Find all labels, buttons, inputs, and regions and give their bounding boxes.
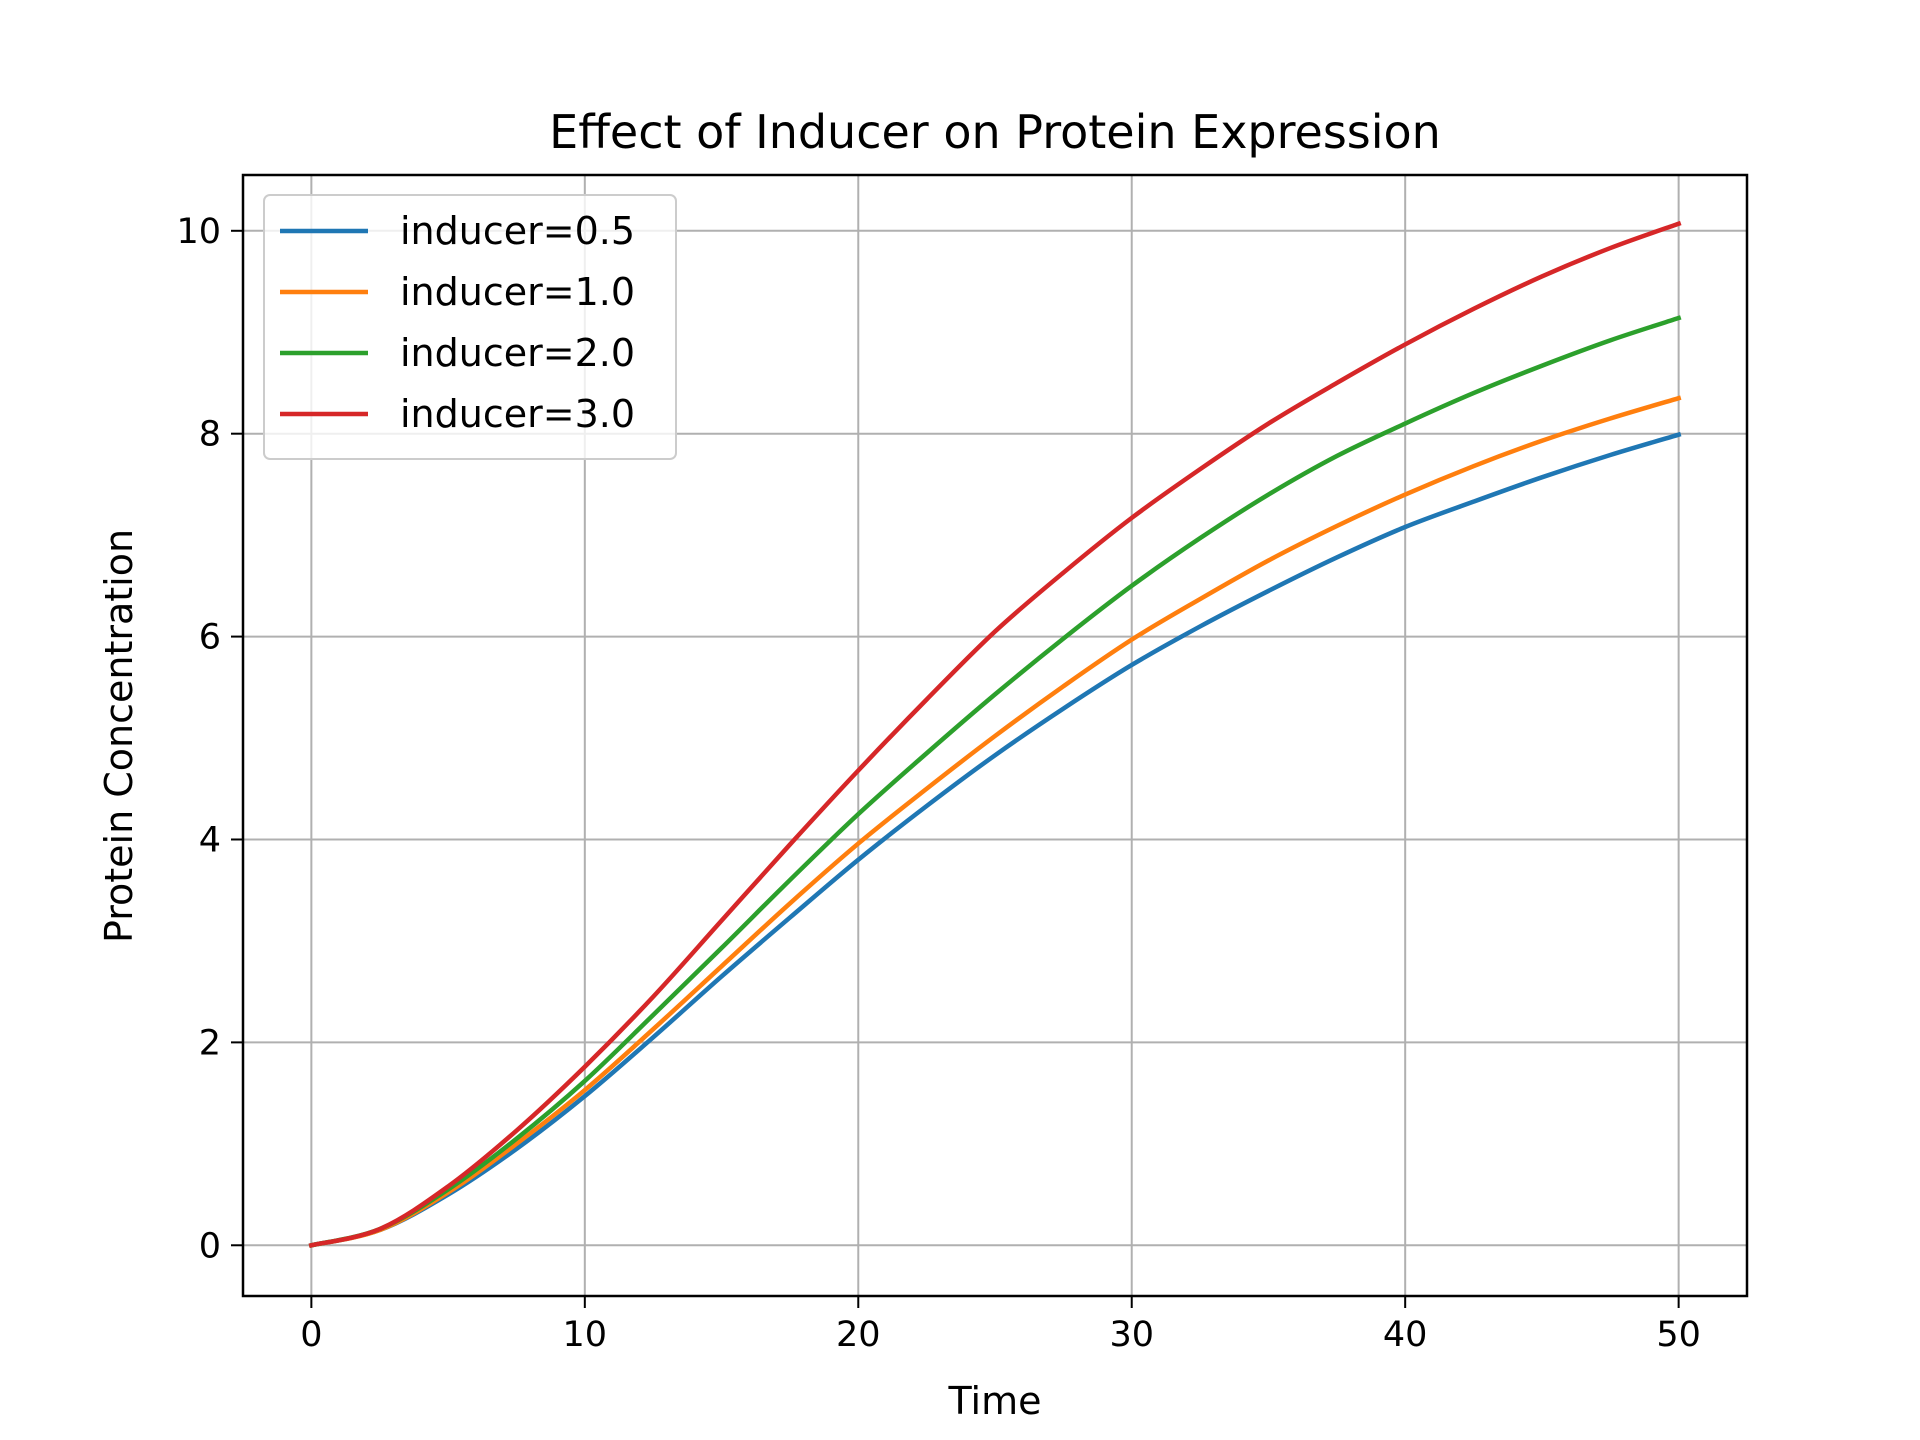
- y-axis-label: Protein Concentration: [97, 529, 141, 943]
- series-lines: [308, 220, 1682, 1248]
- axis-ticks: 0 10 20 30 40 50 0 2 4 6 8 10: [176, 212, 1700, 1355]
- series-line-2: [308, 395, 1682, 1248]
- plot-frame: [241, 173, 1749, 1298]
- series-line-1: [308, 431, 1682, 1248]
- x-tick-label: 40: [1383, 1315, 1428, 1355]
- series-line-3: [308, 315, 1682, 1248]
- y-tick-label: 10: [176, 212, 221, 252]
- legend: inducer=0.5 inducer=1.0 inducer=2.0 inducer…: [263, 194, 677, 460]
- y-tick-label: 6: [199, 618, 221, 658]
- y-tick-label: 4: [199, 820, 221, 860]
- y-tick-label: 0: [199, 1226, 221, 1266]
- x-axis-label: Time: [948, 1379, 1042, 1423]
- x-tick-label: 50: [1656, 1315, 1701, 1355]
- y-tick-label: 8: [199, 415, 221, 455]
- x-tick-label: 20: [836, 1315, 881, 1355]
- x-tick-label: 30: [1109, 1315, 1154, 1355]
- legend-label: inducer=3.0: [400, 392, 635, 436]
- chart-title: Effect of Inducer on Protein Expression: [549, 105, 1441, 159]
- grid-lines: [243, 175, 1747, 1296]
- legend-label: inducer=0.5: [400, 209, 635, 253]
- legend-label: inducer=2.0: [400, 331, 635, 375]
- series-line-4: [308, 220, 1682, 1248]
- x-tick-label: 10: [563, 1315, 608, 1355]
- legend-label: inducer=1.0: [400, 270, 635, 314]
- x-tick-label: 0: [300, 1315, 322, 1355]
- y-tick-label: 2: [199, 1023, 221, 1063]
- legend-box: [263, 194, 677, 460]
